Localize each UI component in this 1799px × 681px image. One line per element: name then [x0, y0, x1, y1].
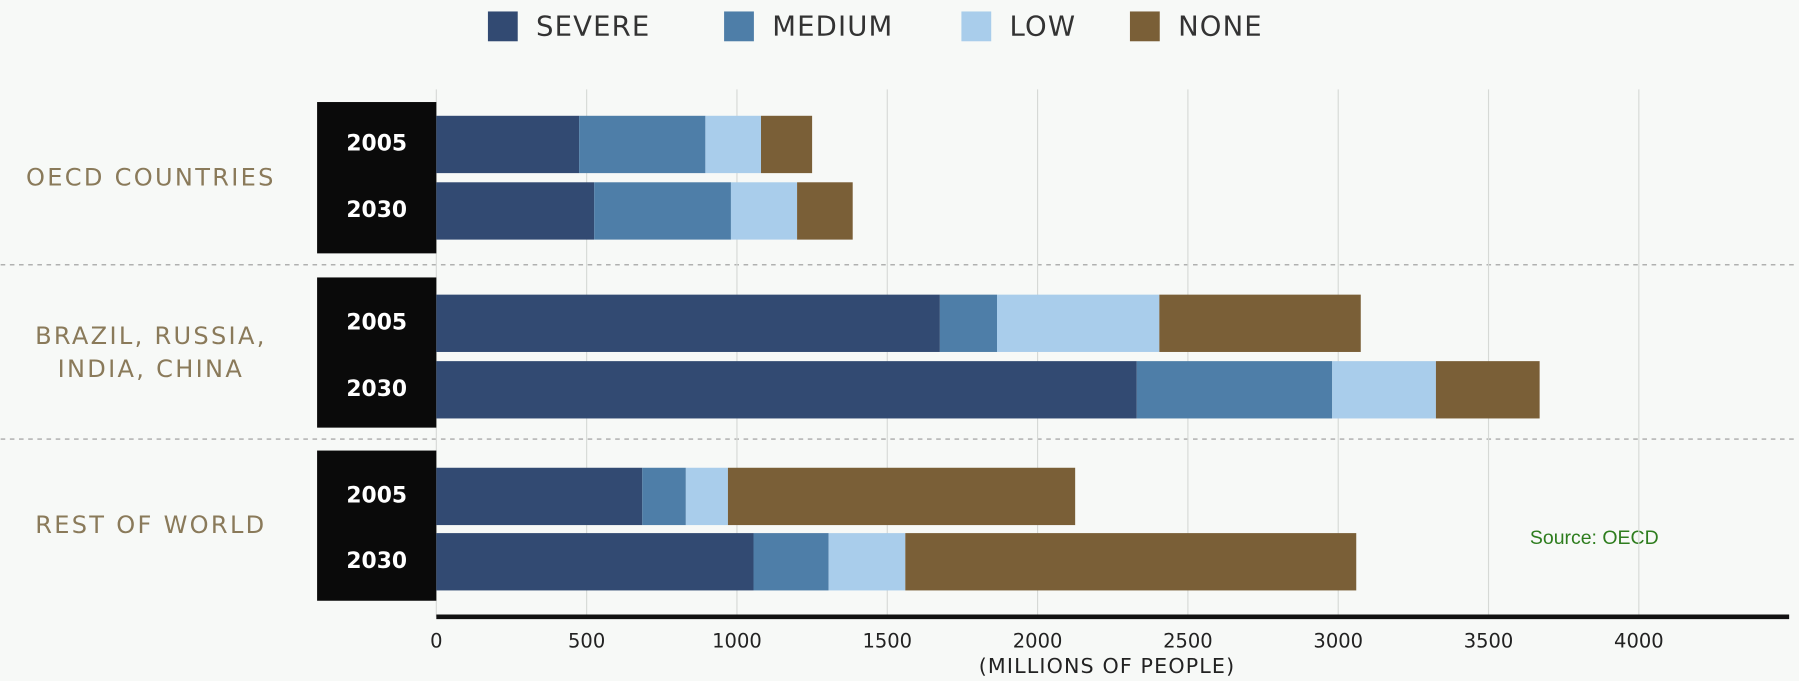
bar-segment: [642, 468, 686, 525]
x-tick-label: 3500: [1464, 630, 1514, 653]
x-tick-label: 2000: [1013, 630, 1063, 653]
bar-segment: [1332, 361, 1436, 418]
bar-segment: [1159, 295, 1360, 352]
bar-segment: [579, 116, 705, 173]
bar-segment: [1137, 361, 1332, 418]
bar-segment: [436, 468, 642, 525]
y-tick-label: 2030: [346, 377, 407, 402]
legend-swatch: [1130, 11, 1160, 41]
x-tick-label: 2500: [1163, 630, 1213, 653]
bar-segment: [797, 182, 853, 239]
legend-swatch: [724, 11, 754, 41]
x-axis-label: (MILLIONS OF PEOPLE): [979, 654, 1236, 678]
legend-label: LOW: [1010, 11, 1077, 43]
bar-segment: [436, 116, 579, 173]
group-label-box: BRAZIL, RUSSIA, INDIA, CHINA: [1, 277, 301, 427]
y-tick-label: 2005: [346, 483, 407, 508]
x-tick-label: 4000: [1614, 630, 1664, 653]
bar-segment: [753, 533, 828, 590]
y-tick-label: 2030: [346, 549, 407, 574]
bar-segment: [594, 182, 731, 239]
legend-label: NONE: [1178, 11, 1263, 43]
year-box: [317, 277, 436, 427]
group-label-box: REST OF WORLD: [1, 451, 301, 601]
bar-segment: [997, 295, 1159, 352]
bar-segment: [731, 182, 797, 239]
year-box: [317, 451, 436, 601]
bar-segment: [686, 468, 728, 525]
y-tick-label: 2005: [346, 310, 407, 335]
x-tick-label: 500: [568, 630, 605, 653]
legend-label: MEDIUM: [772, 11, 893, 43]
x-tick-label: 1000: [712, 630, 762, 653]
legend-label: SEVERE: [536, 11, 650, 43]
x-tick-label: 0: [430, 630, 442, 653]
y-tick-label: 2030: [346, 198, 407, 223]
x-tick-label: 1500: [862, 630, 912, 653]
legend-swatch: [488, 11, 518, 41]
legend-swatch: [961, 11, 991, 41]
bar-segment: [829, 533, 906, 590]
bar-segment: [436, 295, 940, 352]
bar-segment: [940, 295, 997, 352]
bar-segment: [705, 116, 761, 173]
bar-segment: [436, 533, 753, 590]
bar-segment: [761, 116, 812, 173]
group-label: OECD COUNTRIES: [1, 102, 301, 253]
group-label-box: OECD COUNTRIES: [1, 102, 301, 253]
bar-segment: [1436, 361, 1540, 418]
chart: (MILLIONS OF PEOPLE) Source: OECD 050010…: [0, 0, 1799, 681]
bar-segment: [436, 361, 1136, 418]
bar-segment: [905, 533, 1356, 590]
bar-segment: [728, 468, 1075, 525]
bar-segment: [436, 182, 594, 239]
x-tick-label: 3000: [1313, 630, 1363, 653]
group-label: REST OF WORLD: [1, 451, 301, 601]
year-box: [317, 102, 436, 253]
group-label: BRAZIL, RUSSIA, INDIA, CHINA: [1, 277, 301, 427]
y-tick-label: 2005: [346, 131, 407, 156]
